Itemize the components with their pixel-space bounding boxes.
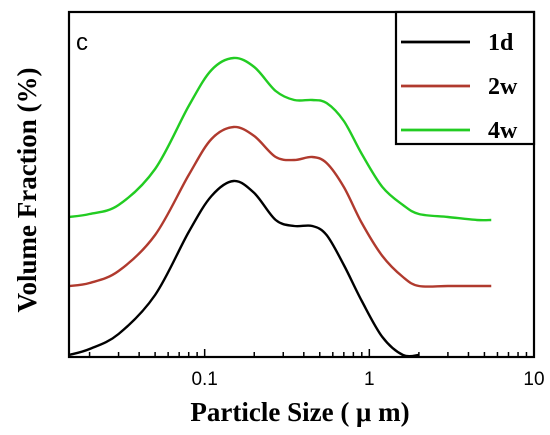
legend: 1d 2w 4w — [394, 10, 536, 146]
x-axis-title: Particle Size ( μ m) — [190, 397, 409, 427]
plot-frame — [67, 10, 536, 359]
panel-label: c — [76, 29, 88, 56]
legend-label-2w: 2w — [488, 74, 518, 100]
legend-label-4w: 4w — [488, 118, 518, 144]
series-line-1d — [68, 179, 420, 358]
series-layer — [68, 56, 492, 358]
series-line-2w — [68, 125, 492, 288]
x-tick-label: 10 — [523, 369, 544, 390]
legend-box — [394, 10, 536, 146]
x-tick-label: 0.1 — [191, 369, 217, 390]
y-axis-title: Volume Fraction (%) — [12, 68, 42, 313]
ticks-layer: 0.1 1 10 — [88, 349, 545, 390]
series-line-4w — [68, 56, 492, 222]
x-tick-label: 1 — [364, 369, 375, 390]
legend-label-1d: 1d — [488, 30, 514, 56]
legend-items: 1d 2w 4w — [401, 30, 518, 144]
